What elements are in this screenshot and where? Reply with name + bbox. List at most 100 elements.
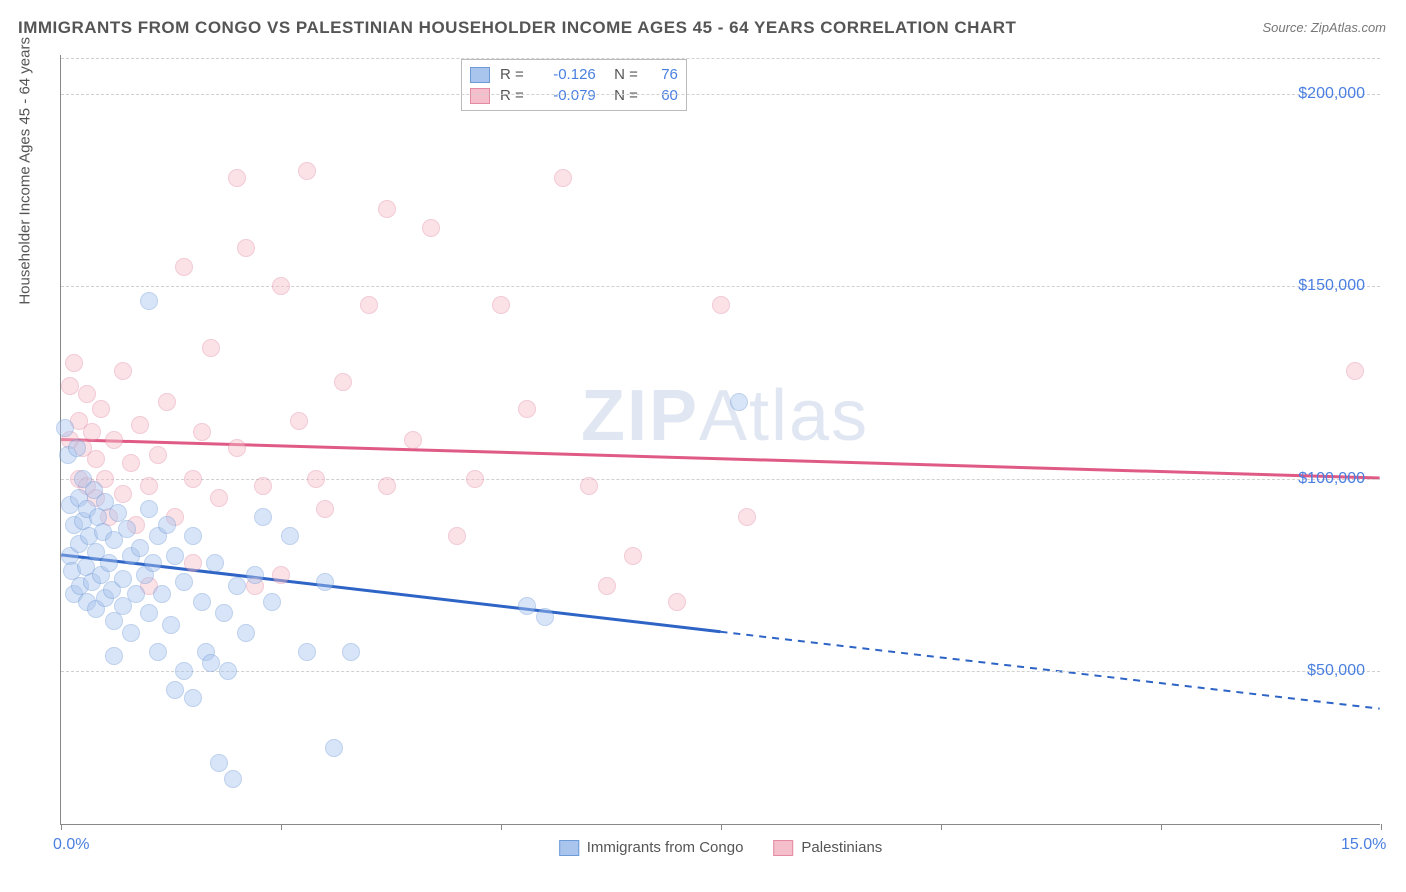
- congo-point: [206, 554, 224, 572]
- palestinian-point: [492, 296, 510, 314]
- legend-label: Palestinians: [801, 839, 882, 856]
- palestinian-point: [518, 400, 536, 418]
- congo-point: [184, 689, 202, 707]
- congo-point: [536, 608, 554, 626]
- congo-point: [193, 593, 211, 611]
- y-tick-label: $100,000: [1298, 470, 1365, 488]
- congo-point: [122, 624, 140, 642]
- congo-point: [144, 554, 162, 572]
- stats-legend: R =-0.126 N =76R =-0.079 N =60: [461, 59, 687, 111]
- r-label: R =: [500, 66, 524, 83]
- source-credit: Source: ZipAtlas.com: [1262, 20, 1386, 35]
- congo-point: [140, 292, 158, 310]
- palestinian-point: [738, 508, 756, 526]
- congo-point: [153, 585, 171, 603]
- congo-point: [518, 597, 536, 615]
- congo-point: [100, 554, 118, 572]
- gridline: [61, 94, 1380, 95]
- congo-point: [730, 393, 748, 411]
- r-label: R =: [500, 87, 524, 104]
- palestinian-point: [1346, 362, 1364, 380]
- palestinian-point: [114, 362, 132, 380]
- congo-point: [202, 654, 220, 672]
- palestinian-point: [237, 239, 255, 257]
- palestinian-point: [122, 454, 140, 472]
- x-tick-mark: [61, 824, 62, 830]
- congo-point: [219, 662, 237, 680]
- congo-point: [175, 662, 193, 680]
- swatch-congo: [559, 840, 579, 856]
- palestinian-point: [272, 566, 290, 584]
- n-label: N =: [606, 66, 638, 83]
- palestinian-point: [466, 470, 484, 488]
- congo-point: [140, 604, 158, 622]
- congo-point: [149, 643, 167, 661]
- congo-point: [166, 681, 184, 699]
- congo-point: [114, 570, 132, 588]
- palestinian-point: [272, 277, 290, 295]
- y-tick-label: $150,000: [1298, 277, 1365, 295]
- gridline: [61, 671, 1380, 672]
- x-tick-mark: [501, 824, 502, 830]
- palestinian-point: [624, 547, 642, 565]
- x-tick-mark: [1161, 824, 1162, 830]
- palestinian-point: [360, 296, 378, 314]
- palestinian-point: [65, 354, 83, 372]
- legend-item-congo: Immigrants from Congo: [559, 839, 744, 856]
- palestinian-point: [554, 169, 572, 187]
- congo-point: [56, 419, 74, 437]
- palestinian-point: [378, 200, 396, 218]
- chart-title: IMMIGRANTS FROM CONGO VS PALESTINIAN HOU…: [18, 18, 1016, 38]
- congo-point: [342, 643, 360, 661]
- x-tick-mark: [941, 824, 942, 830]
- congo-point: [298, 643, 316, 661]
- legend-item-palestinian: Palestinians: [773, 839, 882, 856]
- congo-point: [140, 500, 158, 518]
- palestinian-point: [131, 416, 149, 434]
- congo-point: [316, 573, 334, 591]
- y-tick-label: $50,000: [1307, 662, 1365, 680]
- congo-point: [215, 604, 233, 622]
- congo-point: [105, 612, 123, 630]
- palestinian-point: [316, 500, 334, 518]
- congo-point: [68, 439, 86, 457]
- y-tick-label: $200,000: [1298, 85, 1365, 103]
- x-tick-mark: [721, 824, 722, 830]
- congo-point: [281, 527, 299, 545]
- swatch-palestinian: [470, 88, 490, 104]
- palestinian-point: [202, 339, 220, 357]
- palestinian-point: [92, 400, 110, 418]
- x-tick-mark: [1381, 824, 1382, 830]
- r-value: -0.079: [534, 87, 596, 104]
- palestinian-point: [193, 423, 211, 441]
- stats-row-palestinian: R =-0.079 N =60: [470, 85, 678, 106]
- congo-point: [118, 520, 136, 538]
- congo-point: [228, 577, 246, 595]
- congo-point: [325, 739, 343, 757]
- congo-point: [210, 754, 228, 772]
- gridline: [61, 286, 1380, 287]
- palestinian-point: [334, 373, 352, 391]
- n-label: N =: [606, 87, 638, 104]
- palestinian-point: [298, 162, 316, 180]
- congo-point: [184, 527, 202, 545]
- congo-point: [224, 770, 242, 788]
- congo-point: [105, 647, 123, 665]
- palestinian-point: [290, 412, 308, 430]
- y-axis-label: Householder Income Ages 45 - 64 years: [17, 37, 34, 305]
- palestinian-point: [307, 470, 325, 488]
- regression-lines: [61, 55, 1380, 824]
- palestinian-point: [105, 431, 123, 449]
- legend-label: Immigrants from Congo: [587, 839, 744, 856]
- palestinian-point: [175, 258, 193, 276]
- palestinian-point: [210, 489, 228, 507]
- series-legend: Immigrants from Congo Palestinians: [559, 839, 883, 856]
- palestinian-point: [228, 169, 246, 187]
- swatch-congo: [470, 67, 490, 83]
- congo-point: [162, 616, 180, 634]
- palestinian-point: [598, 577, 616, 595]
- palestinian-point: [61, 377, 79, 395]
- palestinian-point: [87, 450, 105, 468]
- palestinian-point: [448, 527, 466, 545]
- r-value: -0.126: [534, 66, 596, 83]
